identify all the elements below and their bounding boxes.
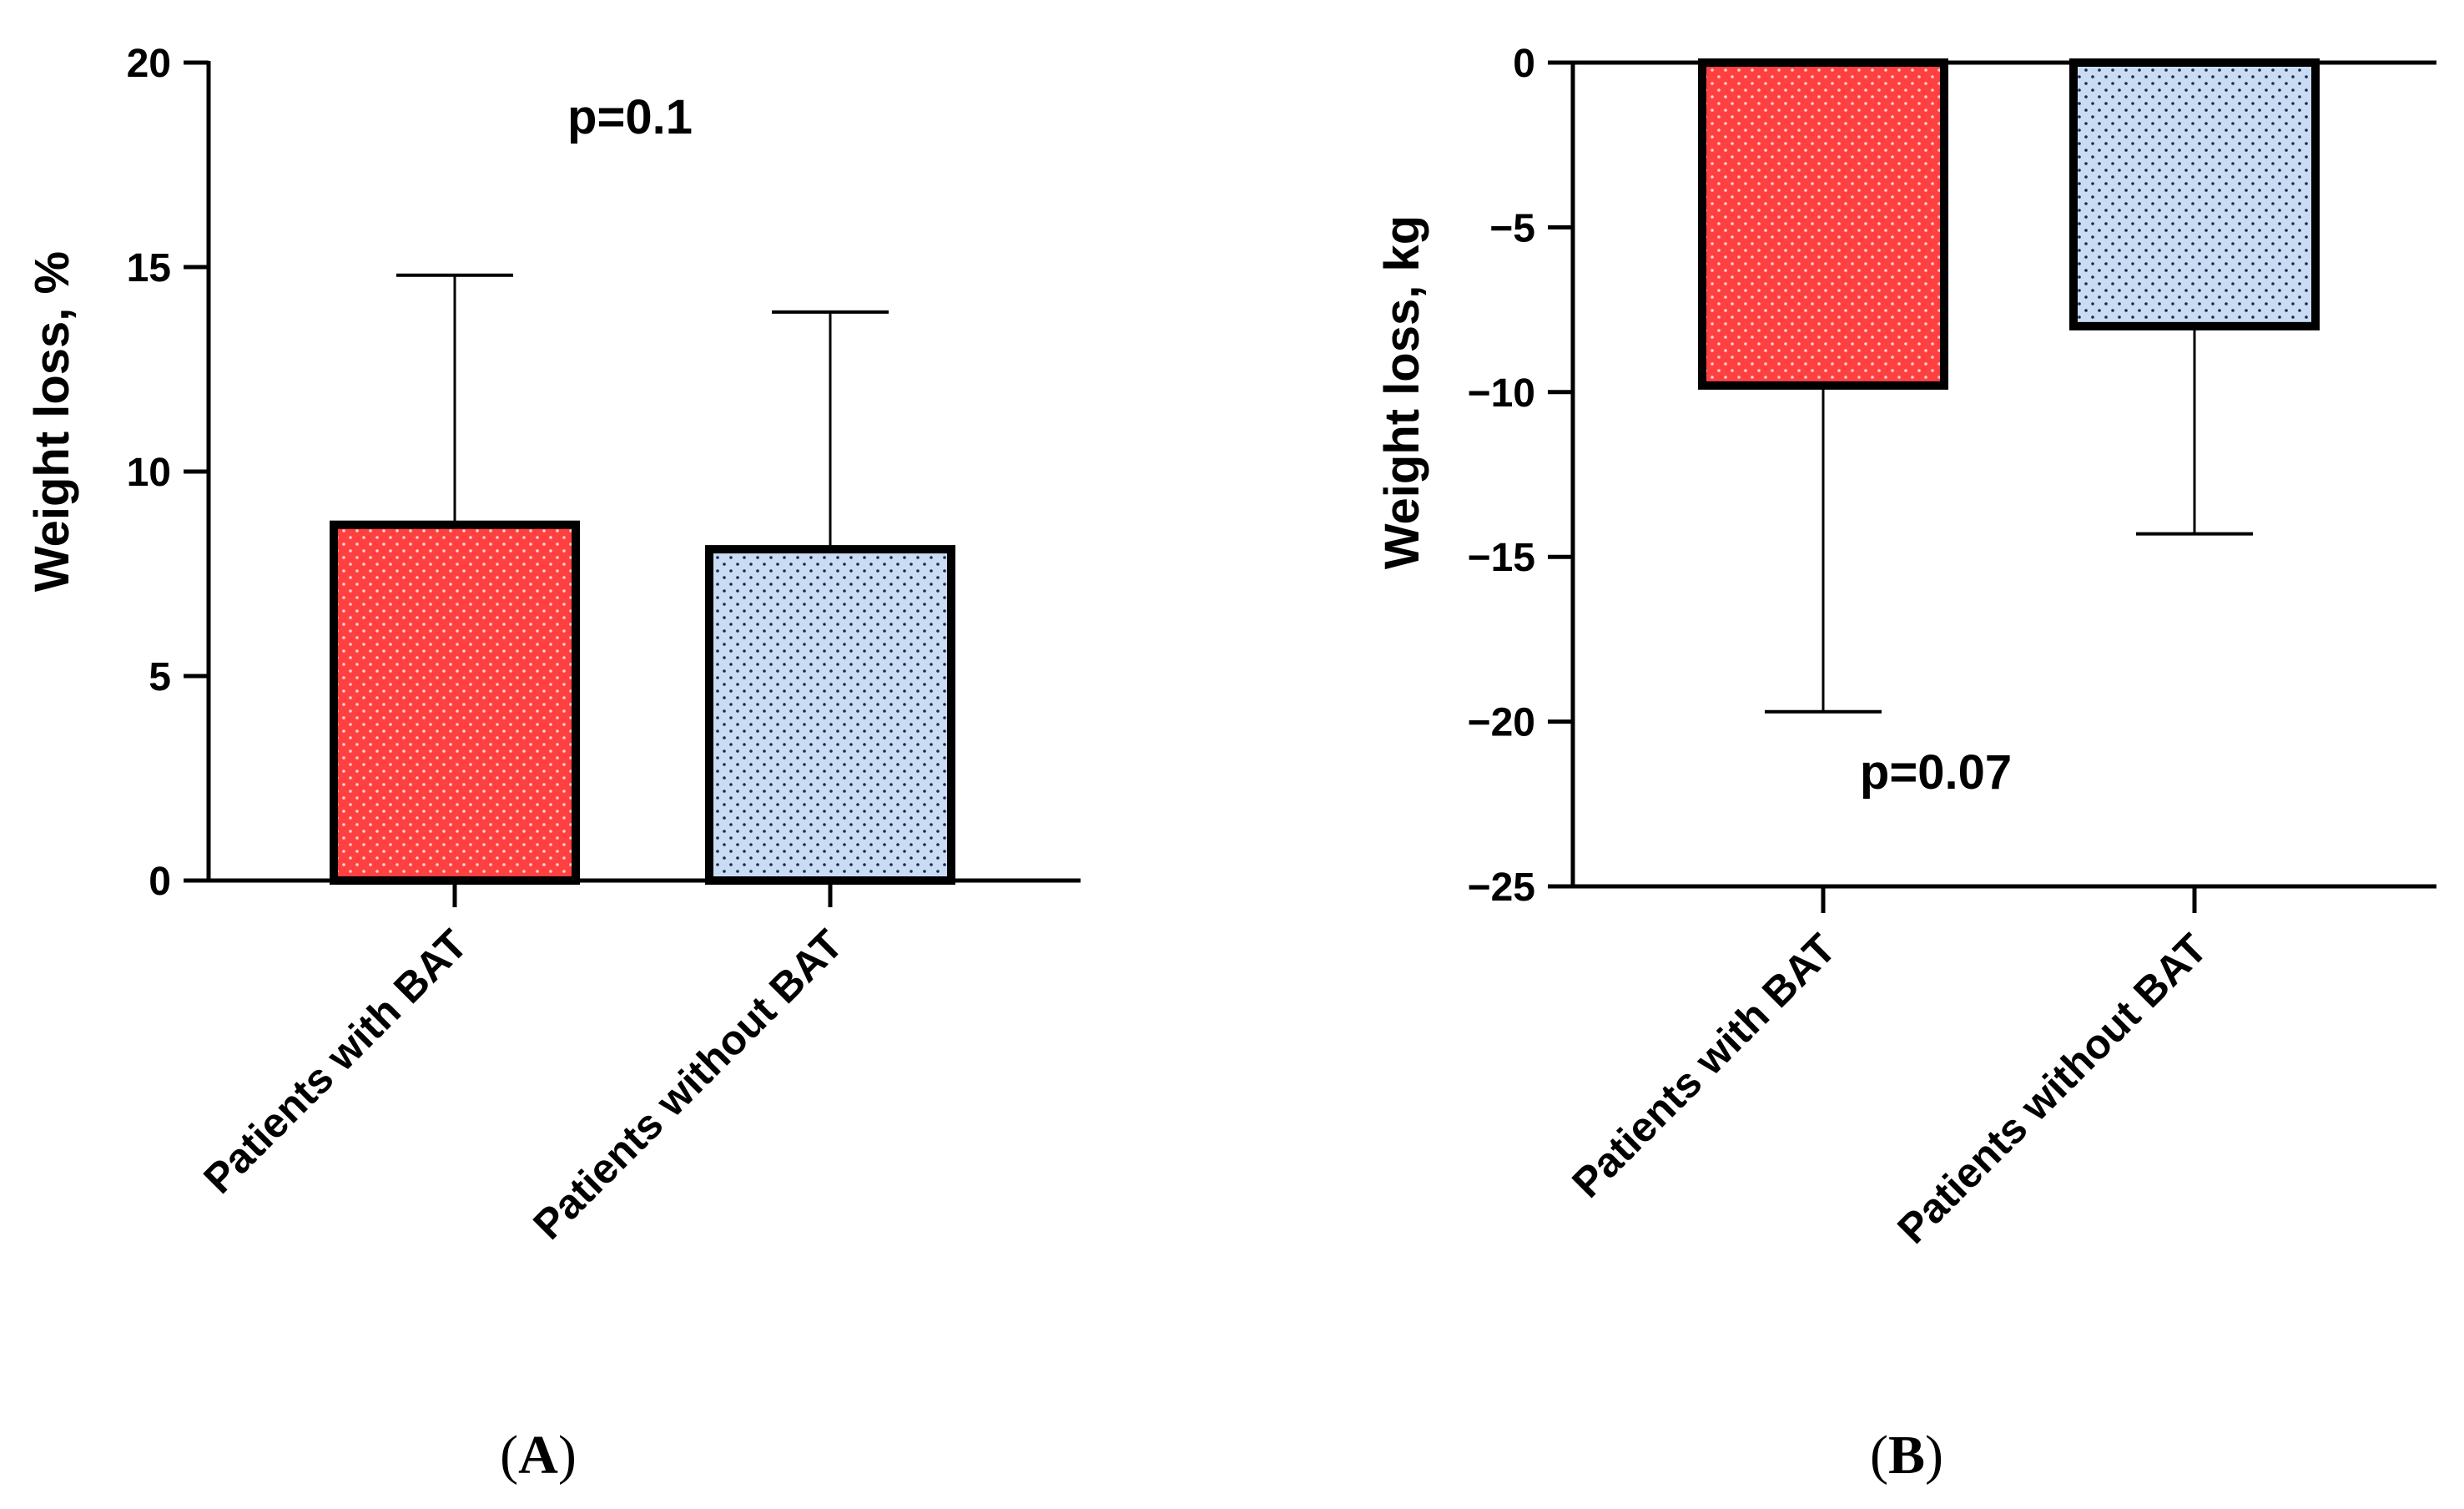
panel-a-label-letter: A [518, 1425, 558, 1486]
panel-a-y-ticks: 0 5 10 15 20 [127, 42, 209, 904]
panel-a-label-close: ) [558, 1425, 577, 1486]
y-tick-label: −5 [1489, 206, 1535, 250]
panel-b-axes [1570, 60, 2436, 889]
panel-b-label-letter: B [1888, 1425, 1925, 1486]
x-category-label: Patients without BAT [1888, 925, 2215, 1252]
bar [2069, 58, 2320, 331]
panel-b-label: (B) [1870, 1425, 1943, 1486]
y-tick-label: 15 [127, 246, 171, 290]
panel-a-x-ticks: Patients with BAT Patients without BAT [194, 881, 852, 1249]
y-tick-label: −20 [1468, 701, 1535, 745]
x-category-label: Patients with BAT [194, 921, 476, 1203]
panel-b-bars [1698, 58, 2320, 390]
panel-a-y-axis-title: Weight loss, % [25, 251, 79, 592]
x-category-label: Patients without BAT [524, 921, 851, 1248]
y-tick-label: 0 [1513, 42, 1535, 86]
panel-b-x-ticks: Patients with BAT Patients without BAT [1563, 886, 2216, 1253]
x-category-label: Patients with BAT [1563, 925, 1845, 1207]
y-tick-label: 10 [127, 451, 171, 495]
panel-a-label-open: ( [500, 1425, 518, 1486]
y-tick-label: −25 [1468, 866, 1535, 910]
panel-b-p-value: p=0.07 [1860, 745, 2012, 800]
panel-b-y-axis-title: Weight loss, kg [1375, 215, 1429, 569]
bar [1698, 58, 1948, 390]
panel-a-chart: 0 5 10 15 20 Patients with BAT Patients witho… [25, 42, 1081, 1486]
panel-a-error-bars [396, 273, 889, 550]
panel-a-p-value: p=0.1 [567, 90, 693, 144]
y-tick-label: −15 [1468, 536, 1535, 580]
y-tick-label: 20 [127, 42, 171, 86]
panel-b-label-open: ( [1870, 1425, 1888, 1486]
panel-b-label-close: ) [1925, 1425, 1943, 1486]
panel-b-error-bars [1765, 326, 2253, 714]
panel-b-y-ticks: 0 −5 −10 −15 −20 −25 [1468, 42, 1573, 910]
panel-a-bars [330, 520, 955, 885]
y-tick-label: 5 [149, 655, 171, 699]
y-tick-label: 0 [149, 860, 171, 904]
panel-b-chart: 0 −5 −10 −15 −20 −25 Patients with BAT Patient… [1375, 42, 2436, 1486]
bar [330, 520, 580, 885]
y-tick-label: −10 [1468, 371, 1535, 416]
bar [705, 545, 955, 885]
panel-a-label: (A) [500, 1425, 577, 1486]
